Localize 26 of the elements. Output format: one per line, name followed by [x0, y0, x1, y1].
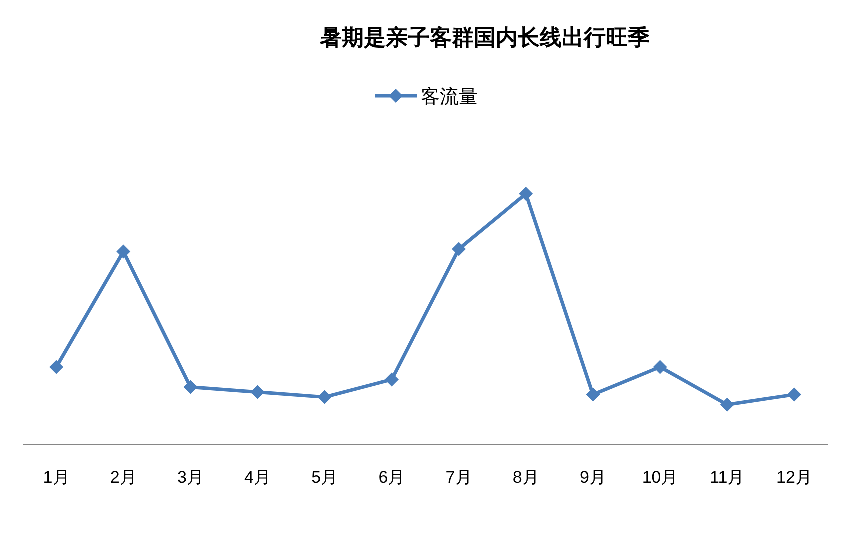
point	[250, 385, 265, 400]
point	[452, 242, 466, 256]
x-tick-label: 3月	[177, 468, 204, 487]
point	[787, 388, 802, 402]
x-tick-label: 4月	[244, 468, 272, 487]
x-tick-label: 2月	[110, 468, 137, 487]
x-tick-label: 12月	[776, 468, 812, 487]
x-tick-label: 6月	[378, 468, 406, 487]
point	[519, 187, 534, 201]
point	[318, 390, 332, 404]
legend-label: 客流量	[421, 86, 478, 108]
point	[586, 388, 600, 402]
point	[116, 244, 131, 259]
point	[653, 360, 668, 374]
x-tick-label: 11月	[710, 468, 745, 487]
x-tick-label: 10月	[642, 468, 678, 487]
point	[720, 398, 734, 412]
point	[50, 360, 64, 374]
point	[384, 372, 399, 387]
x-tick-label: 5月	[312, 468, 338, 487]
chart-title: 暑期是亲子客群国内长线出行旺季	[319, 25, 650, 50]
x-tick-label: 9月	[580, 468, 606, 487]
x-tick-label: 1月	[43, 468, 70, 487]
x-tick-label: 8月	[512, 468, 540, 487]
x-tick-label: 7月	[446, 468, 472, 487]
point	[184, 380, 198, 394]
